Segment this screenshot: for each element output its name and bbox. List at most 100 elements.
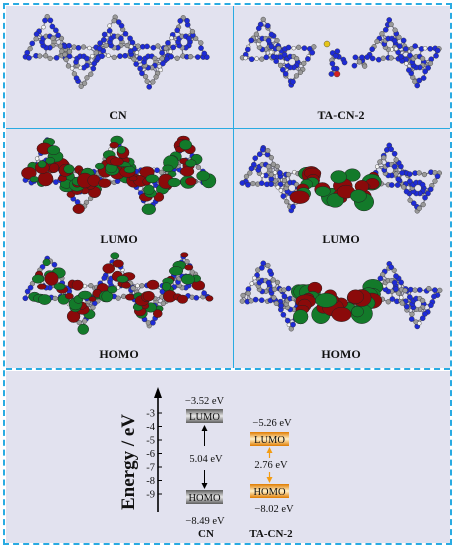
carbon-atom bbox=[144, 78, 150, 84]
hydrogen-atom bbox=[41, 24, 46, 30]
carbon-atom bbox=[155, 43, 161, 49]
carbon-atom bbox=[37, 53, 43, 59]
carbon-atom bbox=[388, 21, 394, 27]
nitrogen-atom bbox=[410, 200, 417, 207]
carbon-atom bbox=[274, 37, 280, 44]
carbon-atom bbox=[284, 199, 290, 205]
nitrogen-atom bbox=[277, 169, 283, 176]
nitrogen-atom bbox=[280, 66, 286, 73]
carbon-atom bbox=[188, 54, 194, 60]
orbital-lobe bbox=[109, 141, 119, 149]
cn-name: CN bbox=[198, 528, 214, 540]
nitrogen-atom bbox=[391, 150, 398, 157]
molecule-drawings bbox=[21, 14, 443, 335]
nitrogen-atom bbox=[281, 51, 288, 58]
nitrogen-atom bbox=[170, 44, 177, 51]
nitrogen-atom bbox=[239, 180, 246, 186]
ta-name: TA-CN-2 bbox=[249, 528, 293, 540]
cn-homo-label: HOMO bbox=[188, 493, 221, 504]
hydrogen-atom bbox=[268, 49, 274, 55]
carbon-atom bbox=[174, 55, 180, 61]
nitrogen-atom bbox=[402, 46, 409, 52]
hydrogen-atom bbox=[168, 49, 173, 54]
orbital-lobe bbox=[350, 189, 367, 203]
carbon-atom bbox=[270, 161, 276, 167]
nitrogen-atom bbox=[282, 71, 289, 77]
ta-cn-2-molecule bbox=[239, 16, 442, 89]
nitrogen-atom bbox=[248, 37, 255, 44]
nitrogen-atom bbox=[53, 55, 60, 61]
hydrogen-atom bbox=[243, 55, 248, 61]
nitrogen-atom bbox=[258, 180, 265, 186]
nitrogen-atom bbox=[184, 17, 190, 24]
nitrogen-atom bbox=[136, 55, 143, 62]
carbon-atom bbox=[50, 35, 56, 42]
carbon-atom bbox=[66, 49, 73, 55]
carbon-atom bbox=[152, 55, 158, 62]
carbon-atom bbox=[243, 173, 250, 179]
carbon-atom bbox=[297, 69, 303, 75]
axis-label: Energy / eV bbox=[118, 414, 139, 510]
orbital-lobe bbox=[185, 177, 197, 186]
ta-gap-value: 2.76 eV bbox=[254, 460, 288, 471]
axis-arrowhead bbox=[154, 387, 162, 398]
sulfur-atom bbox=[323, 40, 331, 48]
nitrogen-atom bbox=[159, 50, 165, 56]
nitrogen-atom bbox=[427, 186, 434, 193]
carbon-atom bbox=[58, 35, 65, 41]
carbon-atom bbox=[265, 147, 271, 154]
nitrogen-atom bbox=[391, 163, 398, 170]
carbon-atom bbox=[88, 71, 94, 77]
nitrogen-atom bbox=[26, 55, 32, 61]
nitrogen-atom bbox=[395, 176, 402, 182]
nitrogen-atom bbox=[406, 171, 413, 177]
carbon-atom bbox=[388, 55, 394, 61]
carbon-atom bbox=[163, 45, 169, 51]
nitrogen-atom bbox=[118, 35, 124, 42]
nitrogen-atom bbox=[144, 43, 150, 50]
carbon-atom bbox=[63, 56, 69, 63]
nitrogen-atom bbox=[407, 178, 413, 185]
orbital-lobe bbox=[63, 164, 75, 174]
ta-lumo-molecule bbox=[239, 142, 442, 214]
nitrogen-atom bbox=[270, 53, 277, 60]
nitrogen-atom bbox=[186, 35, 192, 42]
nitrogen-atom bbox=[433, 52, 439, 59]
axis-tick-label: -8 bbox=[146, 476, 155, 487]
carbon-atom bbox=[393, 157, 399, 163]
carbon-atom bbox=[260, 16, 266, 23]
nitrogen-atom bbox=[268, 31, 275, 38]
orbital-lobe bbox=[162, 164, 174, 173]
nitrogen-atom bbox=[406, 67, 412, 73]
nitrogen-atom bbox=[259, 146, 266, 153]
orbital-lobe bbox=[196, 170, 210, 182]
carbon-atom bbox=[189, 28, 196, 35]
nitrogen-atom bbox=[49, 23, 56, 30]
hydrogen-atom bbox=[87, 45, 92, 51]
axis-tick-label: -6 bbox=[146, 449, 155, 460]
cn-homo-value: −8.49 eV bbox=[185, 516, 225, 527]
cn-gap-arrowhead-up bbox=[201, 425, 208, 431]
axis-tick-label: -9 bbox=[146, 490, 155, 501]
carbon-atom bbox=[62, 51, 68, 58]
nitrogen-atom bbox=[265, 37, 272, 44]
carbon-atom bbox=[293, 73, 300, 79]
carbon-atom bbox=[407, 197, 413, 203]
hydrogen-atom bbox=[272, 170, 278, 175]
ta-lumo-value: −5.26 eV bbox=[252, 418, 292, 429]
carbon-atom bbox=[93, 50, 99, 56]
carbon-atom bbox=[420, 202, 426, 208]
nitrogen-atom bbox=[332, 53, 339, 59]
cn-lumo-value: −3.52 eV bbox=[185, 396, 225, 407]
nitrogen-atom bbox=[97, 40, 103, 46]
carbon-atom bbox=[379, 31, 385, 37]
orbital-lobe bbox=[326, 193, 344, 208]
nitrogen-atom bbox=[369, 46, 375, 53]
ta-homo-value: −8.02 eV bbox=[254, 504, 294, 515]
cn-lumo-molecule bbox=[21, 135, 217, 215]
orbital-lobe bbox=[116, 145, 126, 155]
orbital-lobe bbox=[72, 203, 85, 214]
carbon-atom bbox=[131, 56, 137, 62]
carbon-atom bbox=[285, 171, 292, 178]
nitrogen-atom bbox=[403, 188, 410, 195]
